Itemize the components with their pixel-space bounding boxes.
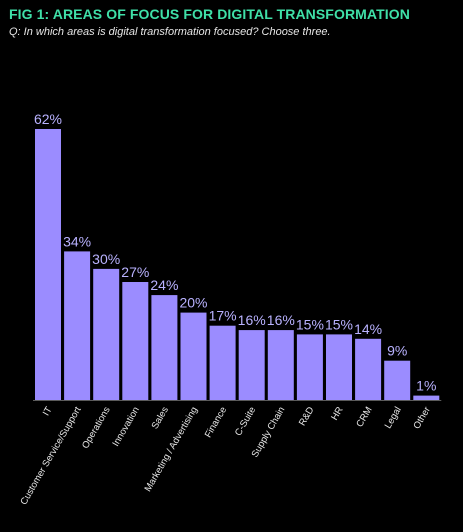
category-label: Marketing / Advertising: [143, 405, 201, 494]
bar-value-label: 15%: [296, 316, 324, 332]
bar-value-label: 27%: [121, 264, 149, 280]
bars-group: 62% IT 34% Customer Service/Support 30% Opera…: [18, 111, 440, 507]
bar: [64, 251, 91, 400]
category-label: C-Suite: [233, 405, 258, 438]
bar-value-label: 24%: [150, 277, 178, 293]
category-label: Customer Service/Support: [18, 405, 83, 507]
bar-value-label: 1%: [416, 378, 436, 394]
bar: [296, 334, 323, 400]
category-label: Innovation: [110, 405, 141, 448]
bar: [384, 360, 411, 400]
chart-title: FIG 1: AREAS OF FOCUS FOR DIGITAL TRANSF…: [9, 6, 410, 22]
bar: [180, 312, 207, 400]
bar-value-label: 62%: [34, 111, 62, 127]
bar-value-label: 34%: [63, 233, 91, 249]
bar: [209, 325, 236, 400]
bar-value-label: 15%: [325, 316, 353, 332]
bar: [326, 334, 352, 400]
chart-subtitle: Q: In which areas is digital transformat…: [9, 26, 331, 38]
bar: [238, 330, 265, 400]
bar-value-label: 17%: [209, 308, 237, 324]
category-label: Legal: [383, 405, 404, 431]
category-label: CRM: [354, 405, 374, 429]
bar: [413, 395, 440, 400]
category-label: Finance: [203, 405, 229, 440]
category-label: Operations: [80, 405, 113, 451]
bar-value-label: 14%: [354, 321, 382, 337]
bar: [267, 330, 294, 400]
bar-value-label: 9%: [387, 343, 407, 359]
category-label: R&D: [297, 405, 317, 428]
bar-value-label: 16%: [267, 312, 295, 328]
bar: [35, 129, 61, 400]
bar-value-label: 16%: [238, 312, 266, 328]
bar-value-label: 30%: [92, 251, 120, 267]
bar-value-label: 20%: [179, 295, 207, 311]
category-label: Other: [411, 405, 432, 431]
bar: [355, 338, 382, 400]
category-label: IT: [41, 405, 55, 418]
category-label: Sales: [150, 405, 172, 431]
bar: [93, 268, 120, 400]
bar: [122, 282, 149, 400]
bar: [151, 295, 178, 400]
category-label: HR: [329, 405, 345, 423]
